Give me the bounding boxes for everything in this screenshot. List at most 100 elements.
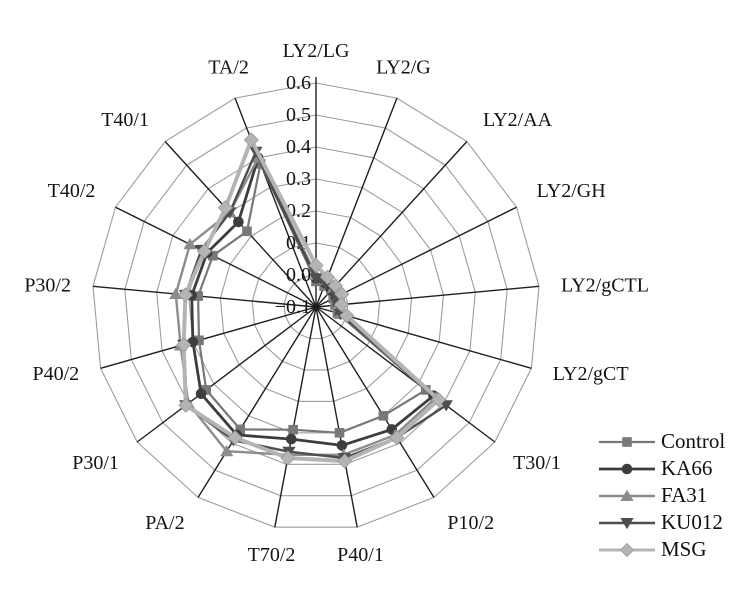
category-label: LY2/G [376, 56, 431, 78]
category-label: P30/2 [24, 275, 71, 297]
grid-spoke [315, 306, 435, 498]
grid-spoke [315, 285, 540, 308]
category-label: TA/2 [208, 56, 249, 78]
grid-spoke [92, 285, 317, 308]
radial-tick-label: 0.3 [286, 168, 311, 190]
square-marker-icon [288, 424, 298, 435]
diamond-marker-icon [196, 243, 212, 259]
series-line [181, 137, 441, 464]
grid-spoke [315, 141, 468, 308]
triangle-down-marker-icon [620, 517, 634, 529]
category-label: P30/1 [72, 452, 119, 474]
circle-marker-icon [195, 388, 207, 400]
grid-ring [251, 242, 381, 371]
category-labels: LY2/LG LY2/G LY2/AA LY2/GH LY2/gCTL LY2/gCT T3… [24, 40, 649, 566]
category-label: T40/2 [48, 180, 96, 202]
legend-label: KA66 [661, 456, 713, 480]
legend-item-control: Control [598, 428, 725, 455]
legend-label: Control [661, 429, 726, 453]
radar-grid-rings [92, 82, 540, 528]
square-marker-icon [622, 436, 632, 447]
grid-ring [124, 114, 508, 497]
legend-item-ka66: KA66 [598, 455, 725, 482]
category-label: LY2/GH [537, 180, 606, 202]
grid-spoke [234, 97, 317, 308]
square-marker-icon [194, 335, 204, 346]
diamond-marker-icon [280, 450, 296, 466]
diamond-marker-icon [431, 392, 447, 408]
category-label: P40/1 [337, 544, 384, 566]
triangle-down-marker-icon [309, 273, 323, 285]
circle-marker-icon [621, 463, 633, 474]
category-label: PA/2 [145, 512, 184, 534]
grid-spoke [136, 306, 317, 443]
square-marker-icon [208, 250, 218, 261]
diamond-marker-icon [217, 200, 234, 216]
diamond-marker-icon [320, 269, 336, 285]
diamond-marker-icon [177, 287, 193, 303]
category-label: LY2/gCTL [561, 275, 649, 297]
radar-spokes [92, 77, 540, 528]
category-label: LY2/gCT [553, 363, 629, 385]
square-marker-icon [193, 291, 203, 301]
legend-swatch [599, 436, 655, 447]
circle-marker-icon [233, 216, 244, 228]
circle-marker-icon [286, 433, 297, 445]
diamond-marker-icon [243, 132, 259, 148]
triangle-up-marker-icon [169, 287, 183, 299]
diamond-marker-icon [176, 337, 192, 353]
square-marker-icon [378, 411, 389, 421]
category-label: T70/2 [248, 544, 296, 566]
series-msg [176, 132, 447, 469]
diamond-marker-icon [389, 430, 405, 446]
legend-label: FA31 [661, 483, 708, 507]
category-label: P10/2 [447, 512, 494, 534]
grid-ring [156, 146, 476, 465]
diamond-marker-icon [339, 308, 355, 324]
diamond-marker-icon [308, 257, 324, 273]
legend-swatch [599, 542, 655, 557]
diamond-marker-icon [619, 542, 635, 557]
grid-spoke [100, 306, 317, 369]
triangle-up-marker-icon [183, 238, 197, 250]
diamond-marker-icon [178, 397, 194, 413]
radial-tick-label: 0.4 [286, 136, 311, 158]
legend-item-msg: MSG [598, 536, 725, 563]
square-marker-icon [242, 226, 252, 237]
category-label: P40/2 [33, 363, 80, 385]
radial-tick-label: 0.5 [286, 104, 311, 126]
category-label: LY2/AA [483, 109, 553, 131]
legend: Control KA66 FA31 KU012 MSG [598, 428, 725, 563]
radial-tick-label: 0.0 [286, 264, 311, 286]
category-label: T40/1 [101, 109, 149, 131]
triangle-up-marker-icon [220, 445, 234, 457]
grid-spoke [274, 306, 317, 528]
grid-spoke [315, 306, 496, 443]
grid-spoke [197, 306, 317, 498]
radial-tick-label: −0.1 [275, 296, 311, 318]
legend-label: MSG [661, 537, 707, 561]
legend-swatch [599, 517, 655, 529]
grid-spoke [315, 206, 517, 308]
triangle-up-marker-icon [620, 489, 634, 501]
grid-ring [219, 210, 413, 402]
circle-marker-icon [336, 440, 348, 451]
square-marker-icon [334, 428, 345, 438]
diamond-marker-icon [337, 453, 353, 469]
diamond-marker-icon [327, 278, 343, 294]
legend-swatch [599, 463, 655, 474]
category-label: LY2/LG [283, 40, 350, 62]
category-label: T30/1 [513, 452, 561, 474]
square-marker-icon [235, 424, 245, 435]
grid-ring [92, 82, 540, 528]
diamond-marker-icon [333, 297, 350, 313]
grid-spoke [315, 306, 358, 528]
legend-swatch [599, 489, 655, 501]
legend-label: KU012 [661, 510, 723, 534]
radial-tick-label: 0.6 [286, 72, 311, 94]
legend-item-fa31: FA31 [598, 482, 725, 509]
square-marker-icon [201, 385, 211, 395]
legend-item-ku012: KU012 [598, 509, 725, 536]
